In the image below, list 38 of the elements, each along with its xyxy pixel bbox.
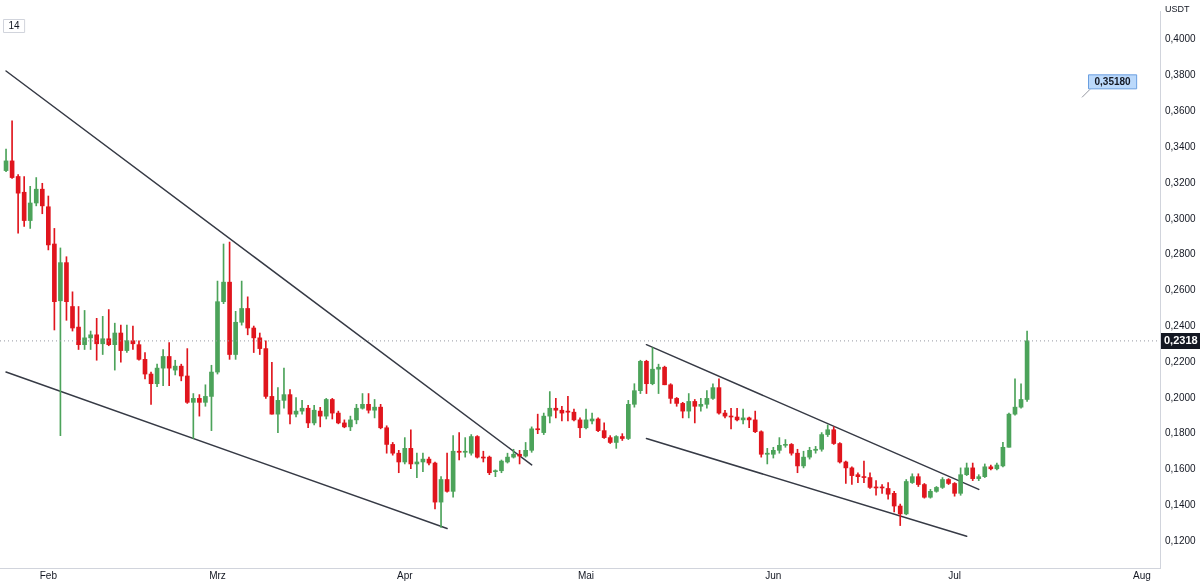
y-tick-label: 0,3400 [1165, 140, 1197, 152]
annotation: 0,35180 [1094, 75, 1132, 87]
y-tick-label: 0,3600 [1165, 105, 1197, 117]
y-axis-title: USDT [1165, 4, 1190, 15]
candlestick [855, 472, 861, 483]
candlestick [553, 398, 559, 419]
candlestick [692, 399, 698, 424]
y-tick-label: 0,1800 [1165, 427, 1197, 439]
y-tick-label: 0,3000 [1165, 212, 1197, 224]
candlestick [281, 367, 287, 409]
x-tick-label: Mrz [209, 569, 226, 581]
candlestick [547, 391, 553, 424]
candlestick [565, 396, 571, 422]
annotation: 14 [8, 20, 21, 32]
y-tick-label: 0,2400 [1165, 319, 1197, 331]
ref-line-label: 0,2318 [1164, 333, 1198, 346]
y-tick-label: 0,1200 [1165, 534, 1197, 546]
y-tick-label: 0,3800 [1165, 69, 1197, 81]
x-tick-label: Mai [577, 569, 595, 581]
y-tick-label: 0,1400 [1165, 499, 1197, 511]
y-tick-label: 0,2000 [1165, 391, 1197, 403]
x-tick-label: Jun [765, 569, 782, 581]
x-tick-label: Aug [1132, 569, 1151, 581]
y-tick-label: 0,1600 [1165, 463, 1197, 475]
candlestick [456, 432, 462, 461]
y-tick-label: 0,2200 [1165, 355, 1197, 367]
candlestick [861, 460, 867, 483]
x-tick-label: Feb [39, 569, 58, 581]
y-tick-label: 0,4000 [1165, 33, 1197, 45]
x-tick-label: Jul [948, 569, 961, 581]
x-tick-label: Apr [397, 569, 414, 581]
y-tick-label: 0,2600 [1165, 284, 1197, 296]
candlestick [698, 398, 704, 412]
candlestick [100, 316, 106, 355]
candlestick [106, 309, 112, 347]
y-tick-label: 0,2800 [1165, 248, 1197, 260]
candlestick [535, 413, 541, 435]
y-tick-label: 0,3200 [1165, 176, 1197, 188]
